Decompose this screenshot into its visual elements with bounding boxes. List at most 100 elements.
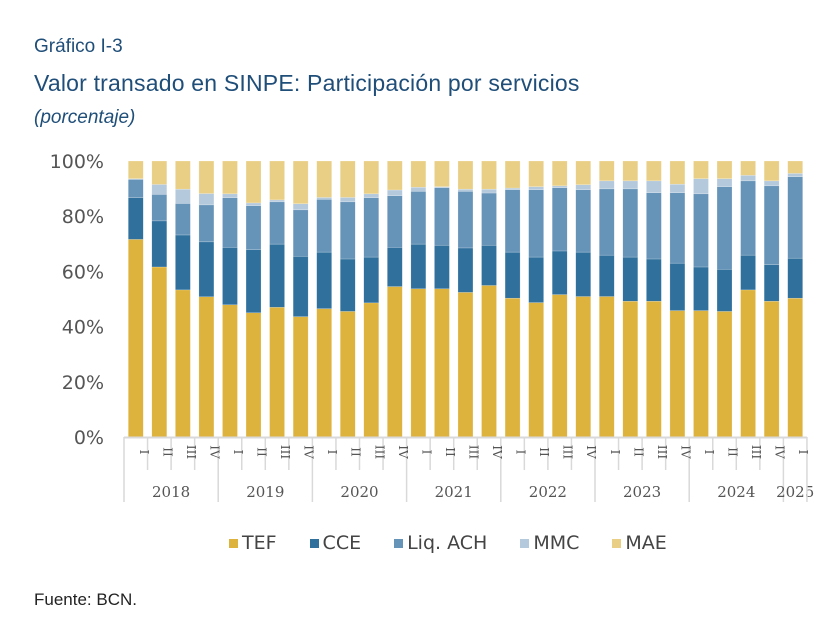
legend-item: Liq. ACH bbox=[394, 532, 487, 554]
bar-segment-cce bbox=[763, 264, 780, 302]
chart-number: Gráfico I-3 bbox=[34, 36, 123, 57]
bar-segment-cce bbox=[740, 254, 756, 291]
source-note: Fuente: BCN. bbox=[34, 590, 137, 609]
bar-stack bbox=[410, 160, 427, 438]
bar-segment-mae bbox=[551, 160, 568, 187]
bar-segment-cce bbox=[198, 241, 215, 297]
bar-segment-liq-ach bbox=[622, 188, 639, 258]
bar-segment-mae bbox=[787, 160, 803, 174]
bar-segment-tef bbox=[363, 302, 379, 438]
bar-segment-liq-ach bbox=[599, 188, 615, 256]
bar-segment-mmc bbox=[599, 180, 615, 190]
chart-title: Valor transado en SINPE: Participación p… bbox=[34, 70, 580, 96]
bar-segment-cce bbox=[646, 258, 662, 302]
bar-segment-liq-ach bbox=[646, 192, 662, 260]
bar-segment-tef bbox=[151, 266, 168, 438]
bar-segment-liq-ach bbox=[716, 186, 733, 270]
bar-segment-liq-ach bbox=[151, 194, 168, 222]
bar-stack bbox=[693, 160, 709, 438]
legend-item: CCE bbox=[309, 532, 361, 554]
bar-segment-cce bbox=[292, 256, 309, 317]
bar-segment-mae bbox=[716, 160, 733, 179]
bar-segment-mmc bbox=[387, 189, 403, 196]
chart-unit: (porcentaje) bbox=[34, 107, 136, 128]
quarter-label: II bbox=[443, 447, 457, 457]
quarter-label: III bbox=[278, 445, 292, 459]
bar-segment-mmc bbox=[340, 197, 356, 203]
bar-segment-cce bbox=[151, 220, 168, 268]
bar-segment-tef bbox=[481, 285, 497, 438]
bar-segment-mae bbox=[316, 160, 332, 198]
quarter-label: II bbox=[631, 447, 645, 457]
year-label: 2021 bbox=[435, 483, 473, 501]
bar-segment-mmc bbox=[481, 188, 497, 194]
bar-segment-tef bbox=[669, 310, 686, 438]
y-tick-label: 20% bbox=[62, 372, 104, 394]
bar-segment-tef bbox=[175, 289, 191, 438]
bar-segment-mae bbox=[292, 160, 309, 204]
quarter-label: IV bbox=[490, 445, 504, 459]
bar-segment-cce bbox=[316, 251, 332, 309]
bar-segment-mae bbox=[622, 160, 639, 182]
bar-segment-cce bbox=[575, 251, 591, 297]
bar-stack bbox=[245, 160, 262, 438]
bar-stack bbox=[457, 160, 474, 438]
bar-segment-tef bbox=[693, 310, 709, 438]
bar-stack bbox=[363, 160, 379, 438]
bar-segment-mae bbox=[693, 160, 709, 179]
bar-segment-liq-ach bbox=[669, 192, 686, 264]
quarter-label: III bbox=[184, 445, 198, 459]
bar-segment-liq-ach bbox=[340, 201, 356, 260]
bar-stack bbox=[787, 160, 803, 438]
bar-segment-cce bbox=[481, 244, 497, 286]
bar-segment-cce bbox=[504, 251, 521, 299]
bar-segment-mmc bbox=[622, 180, 639, 190]
bar-segment-cce bbox=[222, 247, 238, 305]
bar-segment-mmc bbox=[504, 187, 521, 190]
bar-segment-mae bbox=[128, 160, 144, 179]
bar-segment-liq-ach bbox=[363, 197, 379, 258]
bar-segment-mae bbox=[175, 160, 191, 190]
bar-segment-mae bbox=[387, 160, 403, 191]
bar-stack bbox=[340, 160, 356, 438]
bar-segment-liq-ach bbox=[175, 203, 191, 236]
year-label: 2020 bbox=[340, 483, 378, 501]
bar-segment-tef bbox=[128, 239, 144, 438]
quarter-label: I bbox=[137, 450, 151, 455]
quarter-label: IV bbox=[678, 445, 692, 459]
bar-segment-cce bbox=[128, 197, 144, 240]
bar-segment-tef bbox=[316, 308, 332, 438]
bar-segment-cce bbox=[387, 247, 403, 287]
bar-segment-tef bbox=[222, 304, 238, 438]
bar-segment-mae bbox=[410, 160, 427, 188]
bar-segment-cce bbox=[269, 243, 285, 308]
legend-swatch bbox=[229, 538, 238, 548]
bar-stack bbox=[740, 160, 756, 438]
bar-segment-cce bbox=[716, 268, 733, 312]
quarter-label: II bbox=[726, 447, 740, 457]
quarter-label: IV bbox=[773, 445, 787, 459]
bar-segment-tef bbox=[551, 294, 568, 438]
bar-segment-tef bbox=[528, 302, 544, 438]
bar-segment-mmc bbox=[716, 178, 733, 187]
bar-segment-mae bbox=[481, 160, 497, 190]
bar-segment-mmc bbox=[551, 185, 568, 188]
y-tick-label: 100% bbox=[50, 151, 104, 173]
bar-segment-mae bbox=[222, 160, 238, 195]
bar-stack bbox=[151, 160, 168, 438]
bar-segment-cce bbox=[622, 256, 639, 302]
legend-label: Liq. ACH bbox=[407, 532, 488, 554]
bar-segment-cce bbox=[787, 257, 803, 299]
bar-segment-tef bbox=[245, 312, 262, 438]
quarter-label: IV bbox=[584, 445, 598, 459]
bar-segment-tef bbox=[599, 296, 615, 438]
bar-segment-cce bbox=[457, 247, 474, 293]
bar-segment-liq-ach bbox=[269, 201, 285, 245]
year-label: 2018 bbox=[152, 483, 190, 501]
quarter-label: I bbox=[796, 450, 810, 455]
bar-stack bbox=[575, 160, 591, 438]
bar-segment-mmc bbox=[669, 183, 686, 193]
bar-segment-mae bbox=[599, 160, 615, 182]
quarter-label: I bbox=[231, 450, 245, 455]
bar-stack bbox=[269, 160, 285, 438]
